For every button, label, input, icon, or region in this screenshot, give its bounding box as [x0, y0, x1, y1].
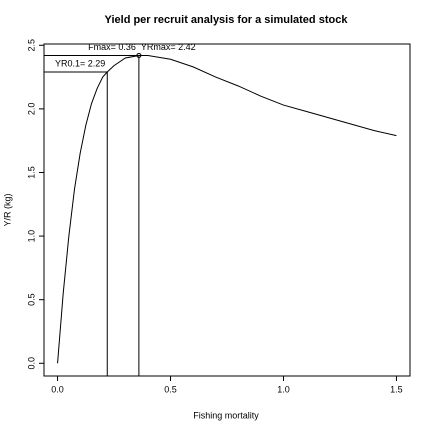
annotation: Fmax= 0.36 [88, 42, 136, 52]
x-axis-label: Fishing mortality [193, 410, 259, 420]
x-tick-label: 0.5 [164, 384, 177, 394]
chart-title: Yield per recruit analysis for a simulat… [105, 14, 349, 26]
x-tick-label: 1.0 [277, 384, 290, 394]
curve [57, 54, 397, 364]
plot-frame [43, 43, 411, 377]
y-tick-label: 0.5 [26, 293, 36, 306]
y-tick-label: 2.5 [26, 39, 36, 52]
y-tick-label: 1.5 [26, 166, 36, 179]
x-tick-label: 0.0 [51, 384, 64, 394]
y-axis-label: Y/R (kg) [2, 193, 12, 226]
y-tick-label: 2.0 [26, 103, 36, 116]
y-tick-label: 1.0 [26, 230, 36, 243]
annotation: YRmax= 2.42 [141, 42, 196, 52]
max-marker [136, 52, 142, 58]
x-tick-label: 1.5 [390, 384, 403, 394]
y-tick-label: 0.0 [26, 357, 36, 370]
annotation: YR0.1= 2.29 [55, 58, 105, 68]
